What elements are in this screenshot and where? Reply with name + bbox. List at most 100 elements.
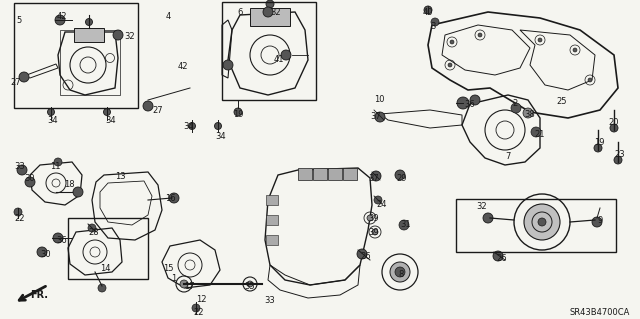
- Text: 38: 38: [524, 110, 535, 119]
- Bar: [250, 8, 290, 26]
- Text: 32: 32: [124, 32, 134, 41]
- Text: 39: 39: [368, 228, 379, 237]
- Circle shape: [37, 247, 47, 257]
- Text: 3: 3: [430, 22, 435, 31]
- Text: 34: 34: [105, 116, 116, 125]
- Bar: [456, 199, 616, 252]
- Text: 39: 39: [368, 214, 379, 223]
- Text: 30: 30: [40, 250, 51, 259]
- Circle shape: [98, 284, 106, 292]
- Circle shape: [234, 108, 242, 116]
- Text: 34: 34: [183, 122, 194, 131]
- Text: 10: 10: [374, 95, 385, 104]
- Circle shape: [478, 33, 482, 37]
- Circle shape: [113, 30, 123, 40]
- Circle shape: [55, 15, 65, 25]
- Circle shape: [19, 72, 29, 82]
- Circle shape: [592, 217, 602, 227]
- Text: 37: 37: [368, 174, 379, 183]
- Text: 15: 15: [163, 264, 173, 273]
- Text: 2: 2: [512, 99, 517, 108]
- Circle shape: [524, 204, 560, 240]
- Bar: [343, 168, 357, 180]
- Text: SR43B4700CA: SR43B4700CA: [570, 308, 630, 317]
- Text: 25: 25: [556, 97, 566, 106]
- Text: 12: 12: [196, 295, 207, 304]
- Circle shape: [73, 187, 83, 197]
- Bar: [266, 235, 278, 245]
- Text: 37: 37: [370, 112, 381, 121]
- Text: 35: 35: [244, 282, 255, 291]
- Circle shape: [88, 224, 96, 232]
- Circle shape: [594, 144, 602, 152]
- Circle shape: [357, 249, 367, 259]
- Circle shape: [263, 7, 273, 17]
- Bar: [14, 3, 138, 108]
- Text: 4: 4: [166, 12, 172, 21]
- Circle shape: [531, 127, 541, 137]
- Circle shape: [395, 267, 405, 277]
- Text: 42: 42: [57, 12, 67, 21]
- Circle shape: [86, 19, 93, 26]
- Circle shape: [247, 281, 253, 287]
- Bar: [68, 218, 148, 279]
- Text: 21: 21: [534, 130, 545, 139]
- Circle shape: [424, 6, 432, 14]
- Text: 32: 32: [476, 202, 486, 211]
- Circle shape: [17, 165, 27, 175]
- Circle shape: [180, 280, 188, 288]
- Text: 14: 14: [100, 264, 111, 273]
- Circle shape: [367, 215, 373, 221]
- Text: 27: 27: [10, 78, 20, 87]
- Circle shape: [223, 60, 233, 70]
- Circle shape: [511, 103, 521, 113]
- Text: 26: 26: [496, 254, 507, 263]
- Bar: [266, 215, 278, 225]
- Bar: [74, 28, 104, 42]
- Circle shape: [538, 38, 542, 42]
- Text: 27: 27: [152, 106, 163, 115]
- Bar: [266, 195, 278, 205]
- Circle shape: [14, 208, 22, 216]
- Text: 9: 9: [598, 216, 604, 225]
- Text: 33: 33: [264, 296, 275, 305]
- Circle shape: [372, 229, 378, 235]
- Circle shape: [588, 78, 592, 82]
- Text: 22: 22: [14, 214, 24, 223]
- Circle shape: [457, 97, 469, 109]
- Circle shape: [450, 40, 454, 44]
- Text: 11: 11: [50, 162, 61, 171]
- Text: 18: 18: [64, 180, 75, 189]
- Text: 34: 34: [215, 132, 226, 141]
- Text: 19: 19: [594, 138, 605, 147]
- Text: 42: 42: [178, 62, 189, 71]
- Text: 34: 34: [47, 116, 58, 125]
- Text: 17: 17: [184, 282, 195, 291]
- Text: 40: 40: [423, 8, 433, 17]
- Text: 31: 31: [400, 220, 411, 229]
- Circle shape: [375, 112, 385, 122]
- Bar: [328, 168, 342, 180]
- Circle shape: [53, 233, 63, 243]
- Circle shape: [47, 108, 54, 115]
- Circle shape: [573, 48, 577, 52]
- Circle shape: [390, 262, 410, 282]
- Circle shape: [493, 251, 503, 261]
- Circle shape: [371, 171, 381, 181]
- Circle shape: [374, 196, 382, 204]
- Text: 13: 13: [115, 172, 125, 181]
- Circle shape: [483, 213, 493, 223]
- Text: 29: 29: [396, 174, 406, 183]
- Text: 23: 23: [614, 150, 625, 159]
- Text: 20: 20: [608, 118, 618, 127]
- Circle shape: [54, 158, 62, 166]
- Circle shape: [431, 18, 439, 26]
- Text: 1: 1: [171, 274, 176, 283]
- Circle shape: [610, 124, 618, 132]
- Text: 8: 8: [398, 270, 403, 279]
- Circle shape: [538, 218, 546, 226]
- Text: 28: 28: [88, 228, 99, 237]
- Circle shape: [192, 304, 200, 312]
- Circle shape: [470, 95, 480, 105]
- Text: 26: 26: [360, 252, 371, 261]
